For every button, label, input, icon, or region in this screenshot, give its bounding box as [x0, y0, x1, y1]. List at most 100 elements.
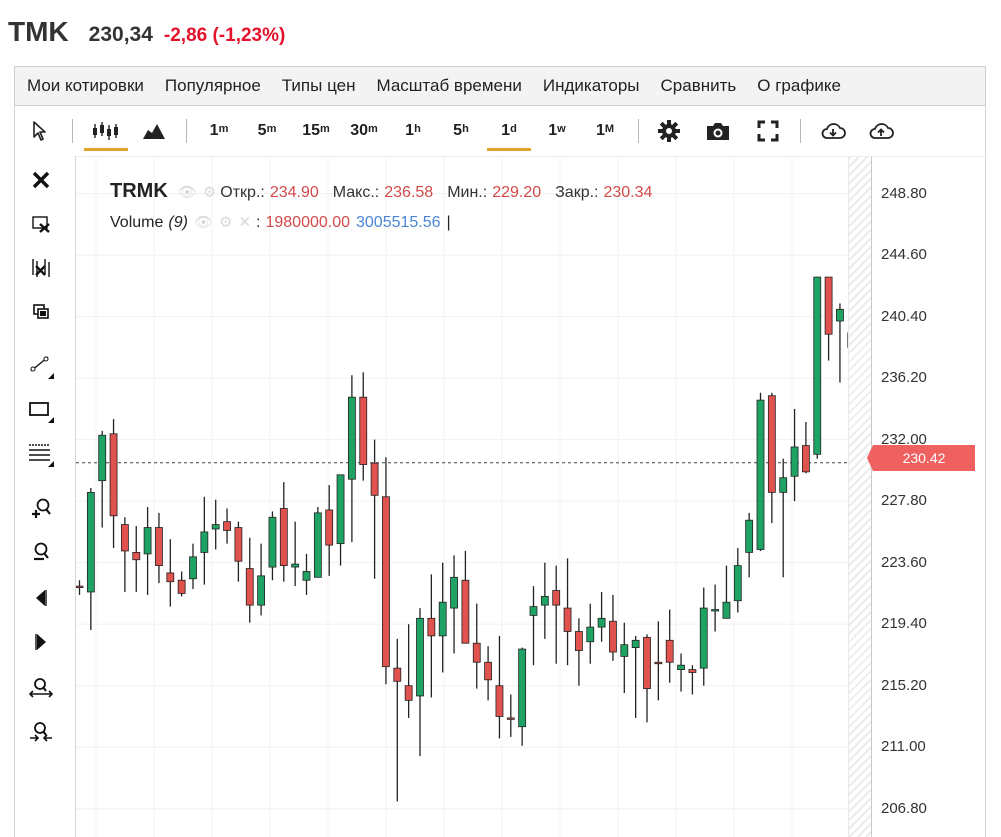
candle[interactable] — [802, 422, 810, 474]
timeframe-15m[interactable]: 15 m — [302, 122, 330, 139]
remove-drawings-button[interactable] — [28, 167, 54, 193]
candle[interactable] — [631, 635, 640, 718]
candle[interactable] — [597, 591, 606, 642]
clone-button[interactable] — [28, 299, 54, 325]
candle[interactable] — [370, 439, 379, 579]
candle[interactable] — [109, 419, 118, 549]
upload-button[interactable] — [867, 106, 895, 156]
candle[interactable] — [767, 392, 776, 524]
menu-price-types[interactable]: Типы цен — [281, 76, 356, 95]
candle[interactable] — [472, 603, 481, 689]
candle[interactable] — [211, 499, 220, 550]
candle[interactable] — [495, 635, 504, 739]
candle[interactable] — [745, 512, 754, 578]
candle[interactable] — [404, 624, 413, 718]
candle[interactable] — [302, 553, 311, 595]
scroll-right-button[interactable] — [28, 629, 54, 655]
candle[interactable] — [223, 508, 231, 544]
cursor-tool-button[interactable] — [27, 106, 53, 156]
scroll-left-button[interactable] — [28, 585, 54, 611]
candle[interactable] — [529, 586, 538, 666]
menu-my-quotes[interactable]: Мои котировки — [27, 76, 144, 95]
menu-compare[interactable]: Сравнить — [660, 76, 737, 95]
remove-selected-button[interactable] — [28, 211, 54, 237]
candle[interactable] — [177, 571, 186, 597]
candle[interactable] — [155, 512, 163, 584]
gear-icon[interactable]: ⚙ — [218, 214, 233, 231]
candle[interactable] — [189, 543, 197, 590]
menu-popular[interactable]: Популярное — [164, 76, 261, 95]
candle[interactable] — [313, 507, 322, 578]
candle[interactable] — [699, 587, 708, 686]
settings-button[interactable] — [655, 106, 683, 156]
gear-icon[interactable]: ⚙ — [202, 184, 217, 201]
zoom-in-button[interactable] — [28, 495, 54, 521]
candle[interactable] — [688, 665, 697, 695]
candle[interactable] — [359, 372, 368, 481]
candle[interactable] — [347, 375, 356, 543]
timeframe-30m[interactable]: 30 m — [350, 122, 378, 139]
candle[interactable] — [234, 521, 243, 582]
expand-x-button[interactable] — [28, 675, 54, 701]
candle[interactable] — [416, 608, 424, 756]
candle[interactable] — [552, 565, 561, 664]
candle[interactable] — [166, 539, 175, 607]
candle[interactable] — [461, 550, 470, 644]
candle[interactable] — [279, 482, 288, 582]
fibonacci-tool[interactable] — [28, 441, 54, 467]
candle[interactable] — [382, 457, 390, 685]
candlestick-chart[interactable] — [76, 157, 871, 837]
candle[interactable] — [643, 634, 651, 723]
candle[interactable] — [813, 276, 822, 459]
candle[interactable] — [257, 543, 266, 616]
candle[interactable] — [506, 694, 515, 737]
candle[interactable] — [790, 408, 799, 502]
candle[interactable] — [86, 487, 95, 631]
candle[interactable] — [609, 594, 617, 661]
remove-all-button[interactable] — [28, 255, 54, 281]
candle[interactable] — [450, 555, 458, 654]
chart-area[interactable] — [76, 156, 871, 837]
candle[interactable] — [291, 521, 300, 587]
candle[interactable] — [336, 474, 345, 566]
candle[interactable] — [574, 618, 583, 686]
candle[interactable] — [325, 485, 334, 576]
candle[interactable] — [836, 303, 844, 383]
menu-indicators[interactable]: Индикаторы — [542, 76, 640, 95]
candle[interactable] — [779, 458, 788, 578]
candle[interactable] — [733, 548, 742, 613]
close-icon[interactable]: ✕ — [238, 214, 252, 231]
candle[interactable] — [563, 558, 572, 666]
candle[interactable] — [722, 565, 731, 619]
candle[interactable] — [484, 646, 493, 701]
candle[interactable] — [76, 580, 84, 595]
menu-time-scale[interactable]: Масштаб времени — [376, 76, 522, 95]
candle[interactable] — [540, 562, 549, 639]
price-axis[interactable]: 248.80 244.60 240.40 236.20 232.00 227.80 223.… — [871, 156, 986, 837]
download-button[interactable] — [819, 106, 847, 156]
candle[interactable] — [121, 517, 129, 592]
rectangle-tool[interactable] — [28, 397, 54, 423]
candle[interactable] — [711, 584, 719, 632]
candle[interactable] — [245, 537, 254, 623]
candle[interactable] — [824, 276, 833, 361]
candle[interactable] — [620, 622, 629, 694]
chart-type-candles-button[interactable] — [84, 106, 128, 156]
candle[interactable] — [654, 621, 663, 701]
menu-about-chart[interactable]: О графике — [757, 76, 841, 95]
candle[interactable] — [677, 653, 685, 692]
candle[interactable] — [143, 507, 152, 595]
candle[interactable] — [427, 574, 436, 698]
compress-x-button[interactable] — [28, 719, 54, 745]
candle[interactable] — [518, 647, 527, 746]
candle[interactable] — [586, 603, 595, 664]
candle[interactable] — [665, 609, 674, 683]
trend-line-tool[interactable] — [28, 353, 54, 379]
zoom-out-button[interactable] — [28, 539, 54, 565]
